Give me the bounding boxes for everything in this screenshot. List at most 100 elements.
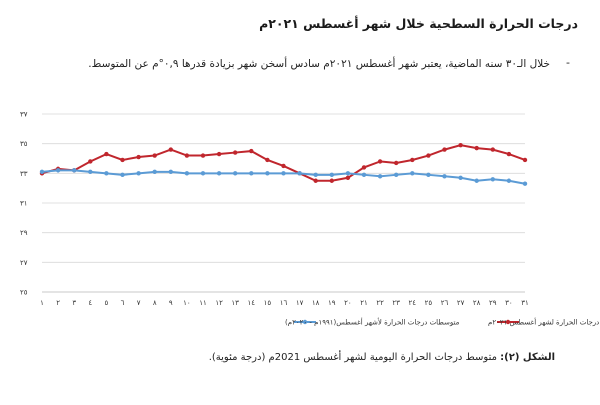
x-tick-label: ٢١: [360, 299, 368, 307]
y-tick-label: ٢٩: [20, 229, 28, 237]
data-point: [329, 178, 334, 183]
data-point: [490, 177, 495, 182]
data-point: [104, 151, 109, 157]
x-tick-label: ٢٧: [457, 299, 465, 307]
data-point: [88, 169, 93, 175]
data-point: [426, 153, 431, 158]
y-tick-label: ٣٥: [20, 140, 28, 148]
data-point: [410, 171, 415, 176]
data-point: [200, 153, 206, 158]
data-point: [458, 142, 463, 148]
series-lines: [39, 142, 528, 186]
data-point: [394, 172, 399, 178]
data-point: [490, 147, 495, 152]
legend: متوسط درجات الحرارة لشهر أغسطس ٢٠٢١م متوس…: [285, 318, 600, 327]
data-point: [394, 160, 399, 166]
x-tick-label: ١٥: [264, 299, 272, 307]
data-point: [377, 174, 383, 179]
legend-label: متوسط درجات الحرارة لشهر أغسطس ٢٠٢١م: [488, 318, 600, 327]
y-tick-label: ٢٧: [20, 259, 28, 267]
data-point: [313, 178, 318, 183]
x-tick-label: ٥: [105, 299, 109, 307]
x-tick-label: ١٨: [312, 299, 320, 307]
data-point: [249, 148, 254, 154]
data-point: [281, 163, 286, 169]
data-point: [120, 157, 125, 163]
data-point: [329, 172, 334, 178]
data-point: [410, 157, 415, 163]
data-point: [216, 151, 222, 157]
x-tick-label: ٢٣: [392, 299, 400, 307]
bullet-marker: -: [566, 56, 570, 69]
y-tick-label: ٣٣: [20, 170, 28, 178]
data-point: [233, 171, 238, 176]
data-point: [442, 174, 447, 179]
grid-lines: [42, 113, 525, 293]
x-tick-label: ٢٨: [473, 299, 481, 307]
x-tick-label: ٢٥: [425, 299, 433, 307]
data-point: [168, 147, 173, 152]
data-point: [55, 168, 61, 173]
page-title: درجات الحرارة السطحية خلال شهر أغسطس ٢٠٢…: [259, 16, 578, 31]
data-point: [184, 171, 190, 176]
data-point: [345, 171, 351, 176]
data-point: [216, 171, 222, 176]
data-point: [297, 171, 302, 176]
data-point: [506, 178, 512, 183]
bullet-paragraph: خلال الـ٣٠ سنه الماضية، يعتبر شهر أغسطس …: [88, 58, 550, 70]
data-point: [200, 171, 206, 176]
data-point: [377, 159, 383, 164]
data-point: [281, 171, 286, 176]
data-point: [265, 157, 270, 163]
x-tick-label: ٧: [137, 299, 141, 307]
data-point: [474, 145, 479, 151]
x-axis-ticks: ١ ٢ ٣ ٤ ٥ ٦ ٧ ٨ ٩ ١٠ ١١ ١٢ ١٣ ١٤ ١٥ ١٦ ١٧ ١٨ ١٩ ٢٠ ٢١ ٢٢ ٢٣ ٢٤ ٢…: [40, 299, 529, 307]
data-point: [426, 172, 431, 178]
data-point: [522, 181, 528, 186]
y-tick-label: ٢٥: [20, 289, 28, 297]
x-tick-label: ١١: [199, 299, 207, 307]
x-tick-label: ٣٠: [505, 299, 513, 307]
x-tick-label: ١٠: [183, 299, 191, 307]
caption-text: متوسط درجات الحرارة اليومية لشهر أغسطس 2…: [208, 352, 497, 363]
x-tick-label: ١٣: [231, 299, 239, 307]
x-tick-label: ٢٠: [344, 299, 352, 307]
data-point: [522, 157, 528, 163]
data-point: [474, 178, 479, 183]
data-point: [136, 154, 141, 160]
x-tick-label: ٤: [88, 299, 92, 307]
data-point: [72, 168, 77, 173]
y-tick-label: ٣١: [20, 200, 28, 208]
x-tick-label: ٢٦: [441, 299, 449, 307]
data-point: [458, 175, 463, 180]
data-point: [313, 172, 318, 178]
x-tick-label: ١٦: [280, 299, 288, 307]
data-point: [233, 150, 238, 155]
data-point: [88, 159, 93, 164]
data-point: [152, 153, 157, 158]
x-tick-label: ١: [40, 299, 44, 307]
x-tick-label: ٨: [153, 299, 157, 307]
x-tick-label: ٣: [72, 299, 76, 307]
legend-marker: [505, 319, 511, 325]
data-point: [361, 172, 367, 178]
data-point: [265, 171, 270, 176]
data-point: [249, 171, 254, 176]
data-point: [120, 172, 125, 178]
legend-marker: [302, 319, 308, 325]
data-point: [184, 153, 190, 158]
x-tick-label: ٢٩: [489, 299, 497, 307]
data-point: [168, 169, 173, 175]
data-point: [104, 171, 109, 176]
x-tick-label: ٦: [121, 299, 125, 307]
data-point: [345, 175, 351, 180]
legend-label: متوسطات درجات الحرارة لأشهر أغسطس(١٩٩١م …: [285, 318, 460, 327]
x-tick-label: ١٧: [296, 299, 304, 307]
data-point: [442, 147, 447, 152]
x-tick-label: ٢٤: [409, 299, 417, 307]
x-tick-label: ١٢: [215, 299, 223, 307]
data-point: [361, 165, 367, 170]
y-tick-label: ٣٧: [20, 111, 28, 119]
x-tick-label: ٩: [169, 299, 173, 307]
